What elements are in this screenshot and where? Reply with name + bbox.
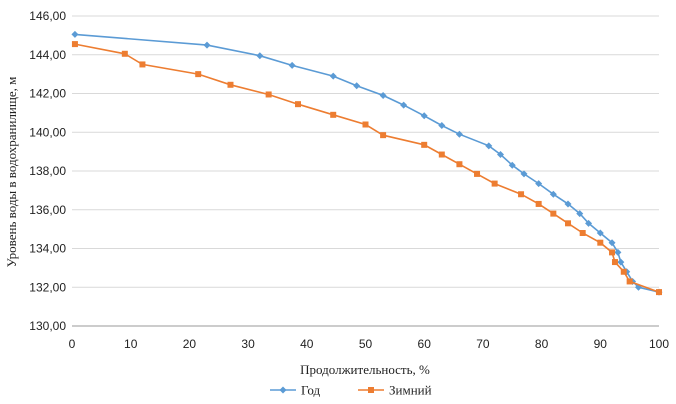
data-point — [564, 200, 572, 208]
data-point — [294, 101, 301, 108]
data-point — [380, 132, 387, 139]
data-point — [611, 259, 618, 266]
data-point — [256, 52, 264, 60]
x-tick-label: 90 — [594, 337, 608, 351]
data-point — [597, 239, 604, 246]
y-tick-label: 146,00 — [29, 9, 66, 23]
data-point — [71, 41, 78, 48]
data-point — [535, 180, 543, 188]
data-point — [609, 249, 616, 256]
series-2 — [71, 41, 662, 296]
legend-item: Год — [270, 383, 320, 398]
data-point — [438, 151, 445, 158]
data-point — [518, 191, 525, 198]
y-axis-title: Уровень воды в водохранилище, м — [4, 77, 19, 268]
data-point — [139, 61, 146, 68]
data-point — [508, 161, 516, 169]
data-point — [549, 190, 557, 198]
data-point — [550, 210, 557, 217]
x-tick-label: 0 — [69, 337, 76, 351]
data-point — [227, 81, 234, 88]
x-tick-label: 50 — [359, 337, 373, 351]
data-point — [608, 239, 616, 247]
data-point — [71, 30, 79, 38]
data-point — [353, 82, 361, 90]
data-point — [203, 41, 211, 49]
data-point — [265, 91, 272, 98]
data-point — [497, 151, 505, 159]
data-point — [195, 71, 202, 78]
y-tick-label: 130,00 — [29, 319, 66, 333]
legend-marker — [368, 387, 374, 393]
x-tick-label: 60 — [418, 337, 432, 351]
data-point — [456, 161, 463, 168]
y-tick-label: 136,00 — [29, 203, 66, 217]
data-point — [520, 170, 528, 178]
y-tick-label: 138,00 — [29, 164, 66, 178]
x-axis-title: Продолжительность, % — [300, 362, 430, 377]
data-point — [617, 258, 625, 266]
data-point — [330, 111, 337, 118]
series-line — [74, 33, 660, 293]
data-point — [362, 121, 369, 128]
gridlines — [72, 15, 659, 288]
y-tick-labels: 130,00 132,00 134,00 136,00 138,00 140,00 142,… — [29, 9, 66, 333]
series-layer — [71, 30, 663, 296]
x-tick-label: 70 — [476, 337, 490, 351]
data-point — [491, 180, 498, 187]
legend-label: Год — [301, 383, 320, 398]
legend-item: Зимний — [358, 383, 432, 398]
data-point — [576, 210, 584, 218]
y-tick-label: 140,00 — [29, 125, 66, 139]
x-tick-label: 100 — [649, 337, 669, 351]
legend-marker — [279, 386, 287, 394]
series-line — [74, 43, 660, 293]
data-point — [485, 142, 493, 150]
series-1 — [71, 30, 663, 296]
data-point — [288, 61, 296, 69]
data-point — [579, 230, 586, 236]
y-tick-label: 132,00 — [29, 280, 66, 294]
data-point — [596, 229, 604, 237]
data-point — [565, 220, 572, 227]
data-point — [585, 219, 593, 227]
x-tick-label: 40 — [300, 337, 314, 351]
data-point — [614, 248, 622, 256]
data-point — [121, 50, 128, 57]
data-point — [455, 130, 463, 138]
x-tick-label: 80 — [535, 337, 549, 351]
data-point — [400, 101, 408, 109]
y-tick-label: 142,00 — [29, 87, 66, 101]
data-point — [421, 141, 428, 148]
legend: Год Зимний — [270, 383, 432, 398]
data-point — [438, 121, 446, 129]
x-tick-label: 30 — [241, 337, 255, 351]
x-tick-label: 10 — [124, 337, 138, 351]
data-point — [420, 112, 428, 120]
data-point — [329, 72, 337, 80]
data-point — [620, 268, 627, 275]
legend-label: Зимний — [389, 383, 432, 398]
data-point — [626, 278, 633, 285]
data-point — [656, 289, 662, 296]
x-tick-labels: 0 10 20 30 40 50 60 70 80 90 100 — [69, 337, 670, 351]
data-point — [379, 91, 387, 99]
y-tick-label: 134,00 — [29, 242, 66, 256]
data-point — [474, 170, 481, 177]
data-point — [535, 200, 542, 207]
x-tick-label: 20 — [183, 337, 197, 351]
y-tick-label: 144,00 — [29, 48, 66, 62]
